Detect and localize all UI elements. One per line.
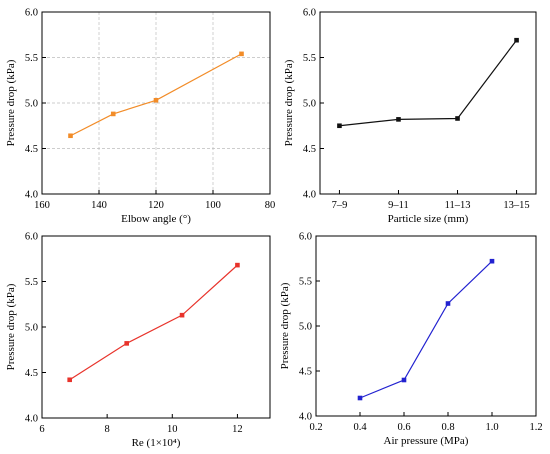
data-point (239, 51, 244, 57)
y-tick-label: 5.0 (303, 99, 316, 110)
data-point (455, 116, 460, 121)
x-tick-label: 9–11 (388, 200, 409, 211)
y-tick-label: 4.5 (299, 367, 312, 378)
y-tick-label: 5.0 (299, 322, 312, 333)
x-tick-label: 1.2 (529, 422, 542, 433)
data-point (124, 341, 129, 346)
data-point (445, 301, 451, 306)
data-point (110, 111, 116, 117)
x-tick-label: 10 (167, 424, 178, 435)
y-tick-label: 4.5 (25, 368, 38, 379)
x-axis-label: Air pressure (MPa) (384, 435, 469, 447)
x-tick-label: 6 (39, 424, 44, 435)
data-point (337, 123, 342, 129)
chart-air: 4.0 4.5 5.0 5.5 6.0 0.2 0.4 0.6 0.8 1.0 1.2 Air pre… (279, 232, 543, 448)
chart-particle: 4.0 4.5 5.0 5.5 6.0 7–9 9–11 11–13 13–15 Particle… (283, 8, 537, 225)
x-tick-label: 1.0 (485, 422, 498, 433)
x-axis-label: Re (1×10⁴) (132, 437, 181, 449)
y-tick-label: 5.5 (25, 277, 38, 288)
chart-re: 4.0 4.5 5.0 5.5 6.0 6 8 10 12 Re (1×10⁴) Pressure … (5, 232, 271, 449)
x-tick-label: 0.2 (309, 422, 322, 433)
y-tick-label: 5.5 (303, 53, 316, 64)
series-line (70, 53, 242, 137)
y-axis-label: Pressure drop (kPa) (283, 59, 295, 146)
x-tick-label: 8 (105, 424, 110, 435)
y-axis-label: Pressure drop (kPa) (5, 59, 17, 146)
data-point (401, 377, 407, 383)
x-tick-label: 80 (265, 200, 276, 211)
plot-frame (319, 11, 537, 195)
x-tick-label: 160 (34, 200, 50, 211)
x-tick-label: 140 (91, 200, 107, 211)
series-line (339, 39, 518, 127)
y-tick-label: 4.0 (303, 190, 316, 201)
x-tick-label: 7–9 (332, 200, 348, 211)
data-point (489, 258, 495, 264)
data-point (357, 395, 363, 401)
data-point (67, 377, 72, 383)
x-tick-label: 0.4 (353, 422, 367, 433)
data-point (179, 312, 185, 318)
x-axis-label: Particle size (mm) (388, 213, 469, 225)
plot-frame (315, 235, 537, 417)
x-tick-label: 0.6 (397, 422, 410, 433)
y-tick-label: 5.0 (25, 99, 38, 110)
data-point (68, 133, 73, 139)
y-tick-label: 6.0 (299, 232, 312, 243)
x-axis-label: Elbow angle (°) (121, 213, 191, 225)
x-tick-label: 12 (232, 424, 243, 435)
data-point (235, 262, 240, 268)
y-tick-label: 4.5 (303, 144, 316, 155)
x-tick-label: 0.8 (441, 422, 454, 433)
chart-elbow: 4.0 4.5 5.0 5.5 6.0 160 140 120 100 80 Elbow angle… (5, 8, 275, 226)
y-axis-label: Pressure drop (kPa) (279, 282, 291, 369)
series-line (359, 260, 493, 399)
y-tick-label: 4.0 (299, 412, 312, 423)
y-axis-label: Pressure drop (kPa) (5, 283, 17, 370)
x-tick-label: 100 (205, 200, 221, 211)
y-tick-label: 5.5 (299, 277, 312, 288)
x-tick-label: 120 (148, 200, 164, 211)
data-point (396, 117, 401, 122)
data-point (514, 37, 519, 43)
y-tick-label: 6.0 (25, 232, 38, 243)
x-tick-label: 11–13 (445, 200, 471, 211)
y-tick-label: 6.0 (25, 8, 38, 19)
y-tick-label: 5.5 (25, 53, 38, 64)
y-tick-label: 5.0 (25, 323, 38, 334)
y-tick-label: 4.0 (25, 414, 38, 425)
y-tick-label: 4.0 (25, 190, 38, 201)
y-tick-label: 4.5 (25, 144, 38, 155)
series-line (69, 264, 238, 381)
x-tick-label: 13–15 (503, 200, 529, 211)
y-tick-label: 6.0 (303, 8, 316, 19)
data-point (153, 97, 159, 103)
